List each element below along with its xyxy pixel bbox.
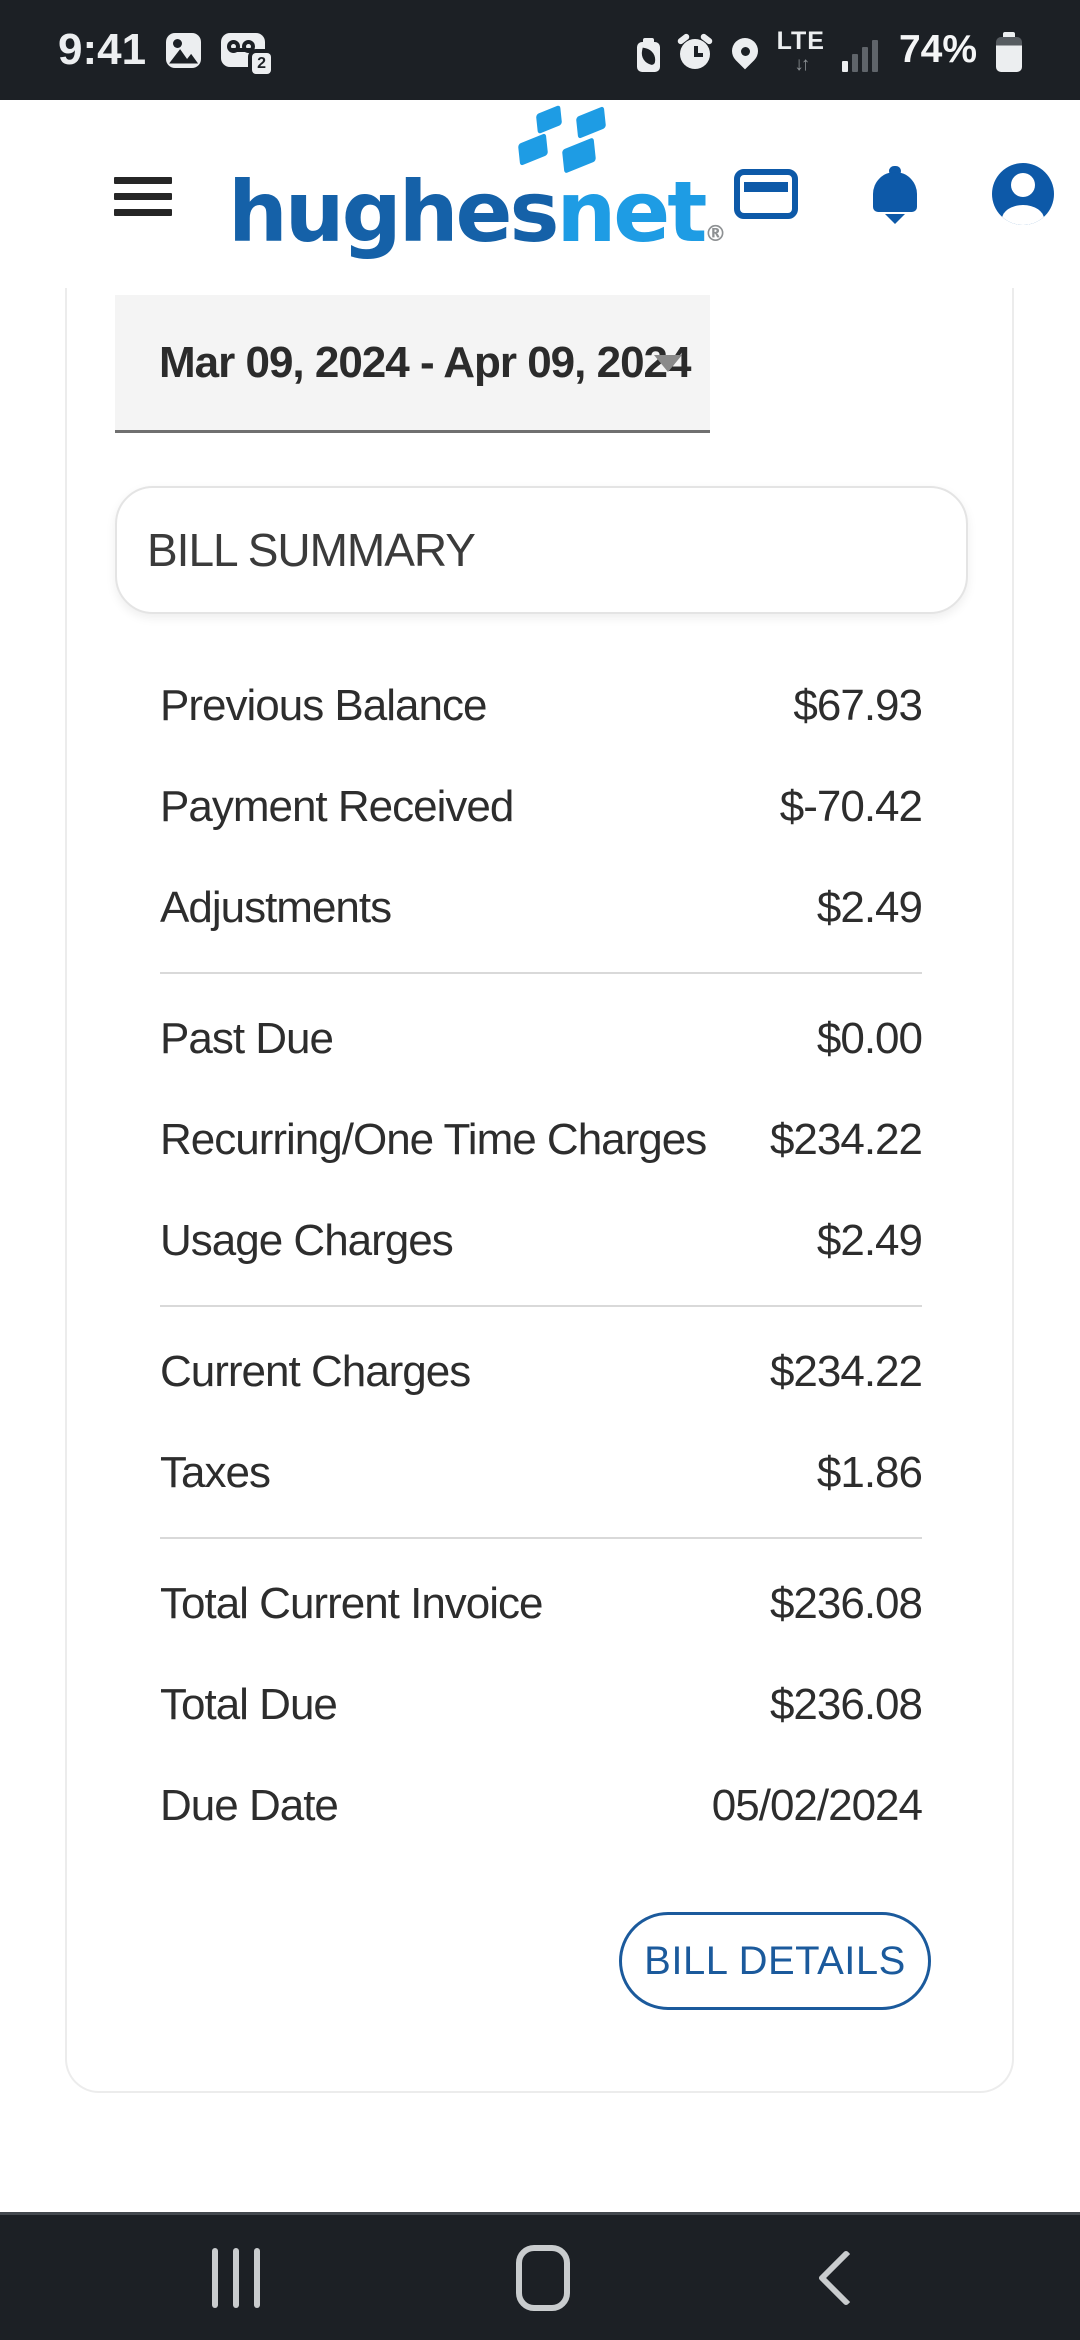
- account-profile-icon[interactable]: [992, 163, 1054, 225]
- status-bar-right: LTE ↓↑ 74%: [636, 27, 1022, 75]
- network-type-label: LTE: [776, 27, 825, 55]
- row-past-due: Past Due $0.00: [160, 988, 923, 1089]
- row-value: $236.08: [769, 1679, 923, 1729]
- section-divider: [160, 1305, 922, 1307]
- row-value: $-70.42: [779, 781, 923, 831]
- row-current-charges: Current Charges $234.22: [160, 1321, 923, 1422]
- row-label: Due Date: [160, 1780, 339, 1830]
- lte-indicator: LTE ↓↑: [776, 27, 825, 75]
- row-label: Current Charges: [160, 1346, 471, 1396]
- clock-text: 9:41: [58, 25, 147, 74]
- alarm-icon: [676, 32, 714, 72]
- billing-period-select[interactable]: Mar 09, 2024 - Apr 09, 2024: [115, 295, 710, 433]
- billing-card-icon[interactable]: [734, 169, 798, 219]
- row-recurring-one-time-charges: Recurring/One Time Charges $234.22: [160, 1089, 923, 1190]
- row-label: Adjustments: [160, 882, 392, 932]
- row-value: $0.00: [816, 1013, 923, 1063]
- billing-period-value: Mar 09, 2024 - Apr 09, 2024: [159, 337, 691, 387]
- bill-summary-rows: Previous Balance $67.93 Payment Received…: [160, 655, 923, 1856]
- app-header: hughesnet®: [0, 100, 1080, 288]
- notifications-bell-icon[interactable]: [870, 166, 920, 224]
- recents-icon[interactable]: [212, 2247, 260, 2308]
- section-divider: [160, 1537, 922, 1539]
- chevron-down-icon: [654, 355, 682, 372]
- row-label: Taxes: [160, 1447, 271, 1497]
- battery-percent-text: 74%: [898, 28, 977, 71]
- row-total-current-invoice: Total Current Invoice $236.08: [160, 1553, 923, 1654]
- logo-text-net: net: [556, 163, 708, 261]
- logo-wordmark: hughesnet®: [228, 170, 726, 254]
- row-payment-received: Payment Received $-70.42: [160, 756, 923, 857]
- row-value: $234.22: [769, 1114, 923, 1164]
- bill-summary-title: BILL SUMMARY: [147, 524, 476, 576]
- battery-icon: [996, 32, 1022, 72]
- row-label: Past Due: [160, 1013, 334, 1063]
- row-value: $236.08: [769, 1578, 923, 1628]
- voicemail-notification-icon: 2: [221, 33, 272, 74]
- row-due-date: Due Date 05/02/2024: [160, 1755, 923, 1856]
- battery-saver-icon: [636, 38, 660, 72]
- location-icon: [726, 32, 763, 72]
- row-adjustments: Adjustments $2.49: [160, 857, 923, 958]
- main-content: Mar 09, 2024 - Apr 09, 2024 BILL SUMMARY…: [0, 288, 1080, 2212]
- row-label: Total Current Invoice: [160, 1578, 544, 1628]
- home-icon[interactable]: [516, 2244, 570, 2311]
- data-arrows-icon: ↓↑: [794, 54, 810, 75]
- voicemail-bar: [230, 48, 255, 52]
- bill-card: Mar 09, 2024 - Apr 09, 2024 BILL SUMMARY…: [65, 288, 1014, 2093]
- back-icon[interactable]: [817, 2249, 875, 2306]
- row-value: 05/02/2024: [711, 1780, 923, 1830]
- row-label: Payment Received: [160, 781, 514, 831]
- row-taxes: Taxes $1.86: [160, 1422, 923, 1523]
- row-total-due: Total Due $236.08: [160, 1654, 923, 1755]
- gallery-mountain: [169, 49, 199, 64]
- gallery-notification-icon: [166, 32, 202, 68]
- menu-icon[interactable]: [114, 177, 172, 225]
- signal-strength-icon: [841, 38, 878, 72]
- row-value: $2.49: [816, 1215, 923, 1265]
- section-divider: [160, 972, 922, 974]
- gallery-dot: [173, 38, 183, 48]
- system-nav-bar: [0, 2212, 1080, 2340]
- row-label: Recurring/One Time Charges: [160, 1114, 707, 1164]
- row-value: $2.49: [816, 882, 923, 932]
- logo-text-hughes: hughes: [228, 163, 559, 261]
- row-value: $67.93: [793, 680, 923, 730]
- status-bar: 9:41 2 LTE ↓↑ 74%: [0, 0, 1080, 100]
- row-label: Previous Balance: [160, 680, 487, 730]
- row-value: $234.22: [769, 1346, 923, 1396]
- bill-summary-header: BILL SUMMARY: [115, 486, 968, 614]
- row-label: Total Due: [160, 1679, 338, 1729]
- leaf-glyph: [639, 47, 657, 66]
- hughesnet-logo: hughesnet®: [228, 104, 726, 278]
- row-usage-charges: Usage Charges $2.49: [160, 1190, 923, 1291]
- row-value: $1.86: [816, 1447, 923, 1497]
- bill-details-button[interactable]: BILL DETAILS: [619, 1912, 931, 2010]
- status-bar-left: 9:41 2: [58, 25, 272, 75]
- registered-trademark: ®: [704, 222, 727, 247]
- voicemail-count-badge: 2: [252, 53, 272, 74]
- row-label: Usage Charges: [160, 1215, 454, 1265]
- row-previous-balance: Previous Balance $67.93: [160, 655, 923, 756]
- header-actions: [734, 100, 1054, 288]
